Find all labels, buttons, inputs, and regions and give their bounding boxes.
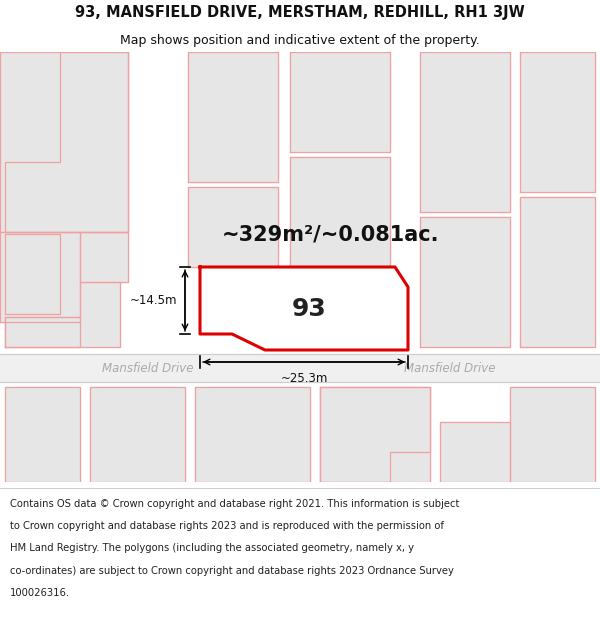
Polygon shape [510,387,595,482]
Text: 93, MANSFIELD DRIVE, MERSTHAM, REDHILL, RH1 3JW: 93, MANSFIELD DRIVE, MERSTHAM, REDHILL, … [75,6,525,21]
Text: Map shows position and indicative extent of the property.: Map shows position and indicative extent… [120,34,480,47]
Text: co-ordinates) are subject to Crown copyright and database rights 2023 Ordnance S: co-ordinates) are subject to Crown copyr… [10,566,454,576]
Polygon shape [0,354,600,382]
Polygon shape [420,52,510,212]
Polygon shape [80,232,128,282]
Polygon shape [200,267,408,350]
Text: 100026316.: 100026316. [10,588,70,598]
Polygon shape [5,234,60,314]
Polygon shape [0,232,80,322]
Text: ~14.5m: ~14.5m [130,294,177,307]
Text: 93: 93 [292,296,326,321]
Text: ~25.3m: ~25.3m [280,372,328,385]
Text: Mansfield Drive: Mansfield Drive [404,361,496,374]
Polygon shape [5,387,80,482]
Text: HM Land Registry. The polygons (including the associated geometry, namely x, y: HM Land Registry. The polygons (includin… [10,544,413,554]
Polygon shape [520,197,595,347]
Polygon shape [290,157,390,267]
Polygon shape [520,52,595,192]
Polygon shape [5,317,80,347]
Polygon shape [5,282,120,347]
Text: Mansfield Drive: Mansfield Drive [102,361,194,374]
Polygon shape [90,387,185,482]
Polygon shape [188,187,278,267]
Text: ~329m²/~0.081ac.: ~329m²/~0.081ac. [221,224,439,244]
Polygon shape [5,52,128,232]
Polygon shape [290,52,390,152]
Polygon shape [0,52,128,232]
Polygon shape [440,422,510,482]
Polygon shape [188,52,278,182]
Polygon shape [320,387,430,482]
Text: to Crown copyright and database rights 2023 and is reproduced with the permissio: to Crown copyright and database rights 2… [10,521,443,531]
Polygon shape [320,387,430,482]
Text: Contains OS data © Crown copyright and database right 2021. This information is : Contains OS data © Crown copyright and d… [10,499,459,509]
Polygon shape [195,387,310,482]
Polygon shape [420,217,510,347]
